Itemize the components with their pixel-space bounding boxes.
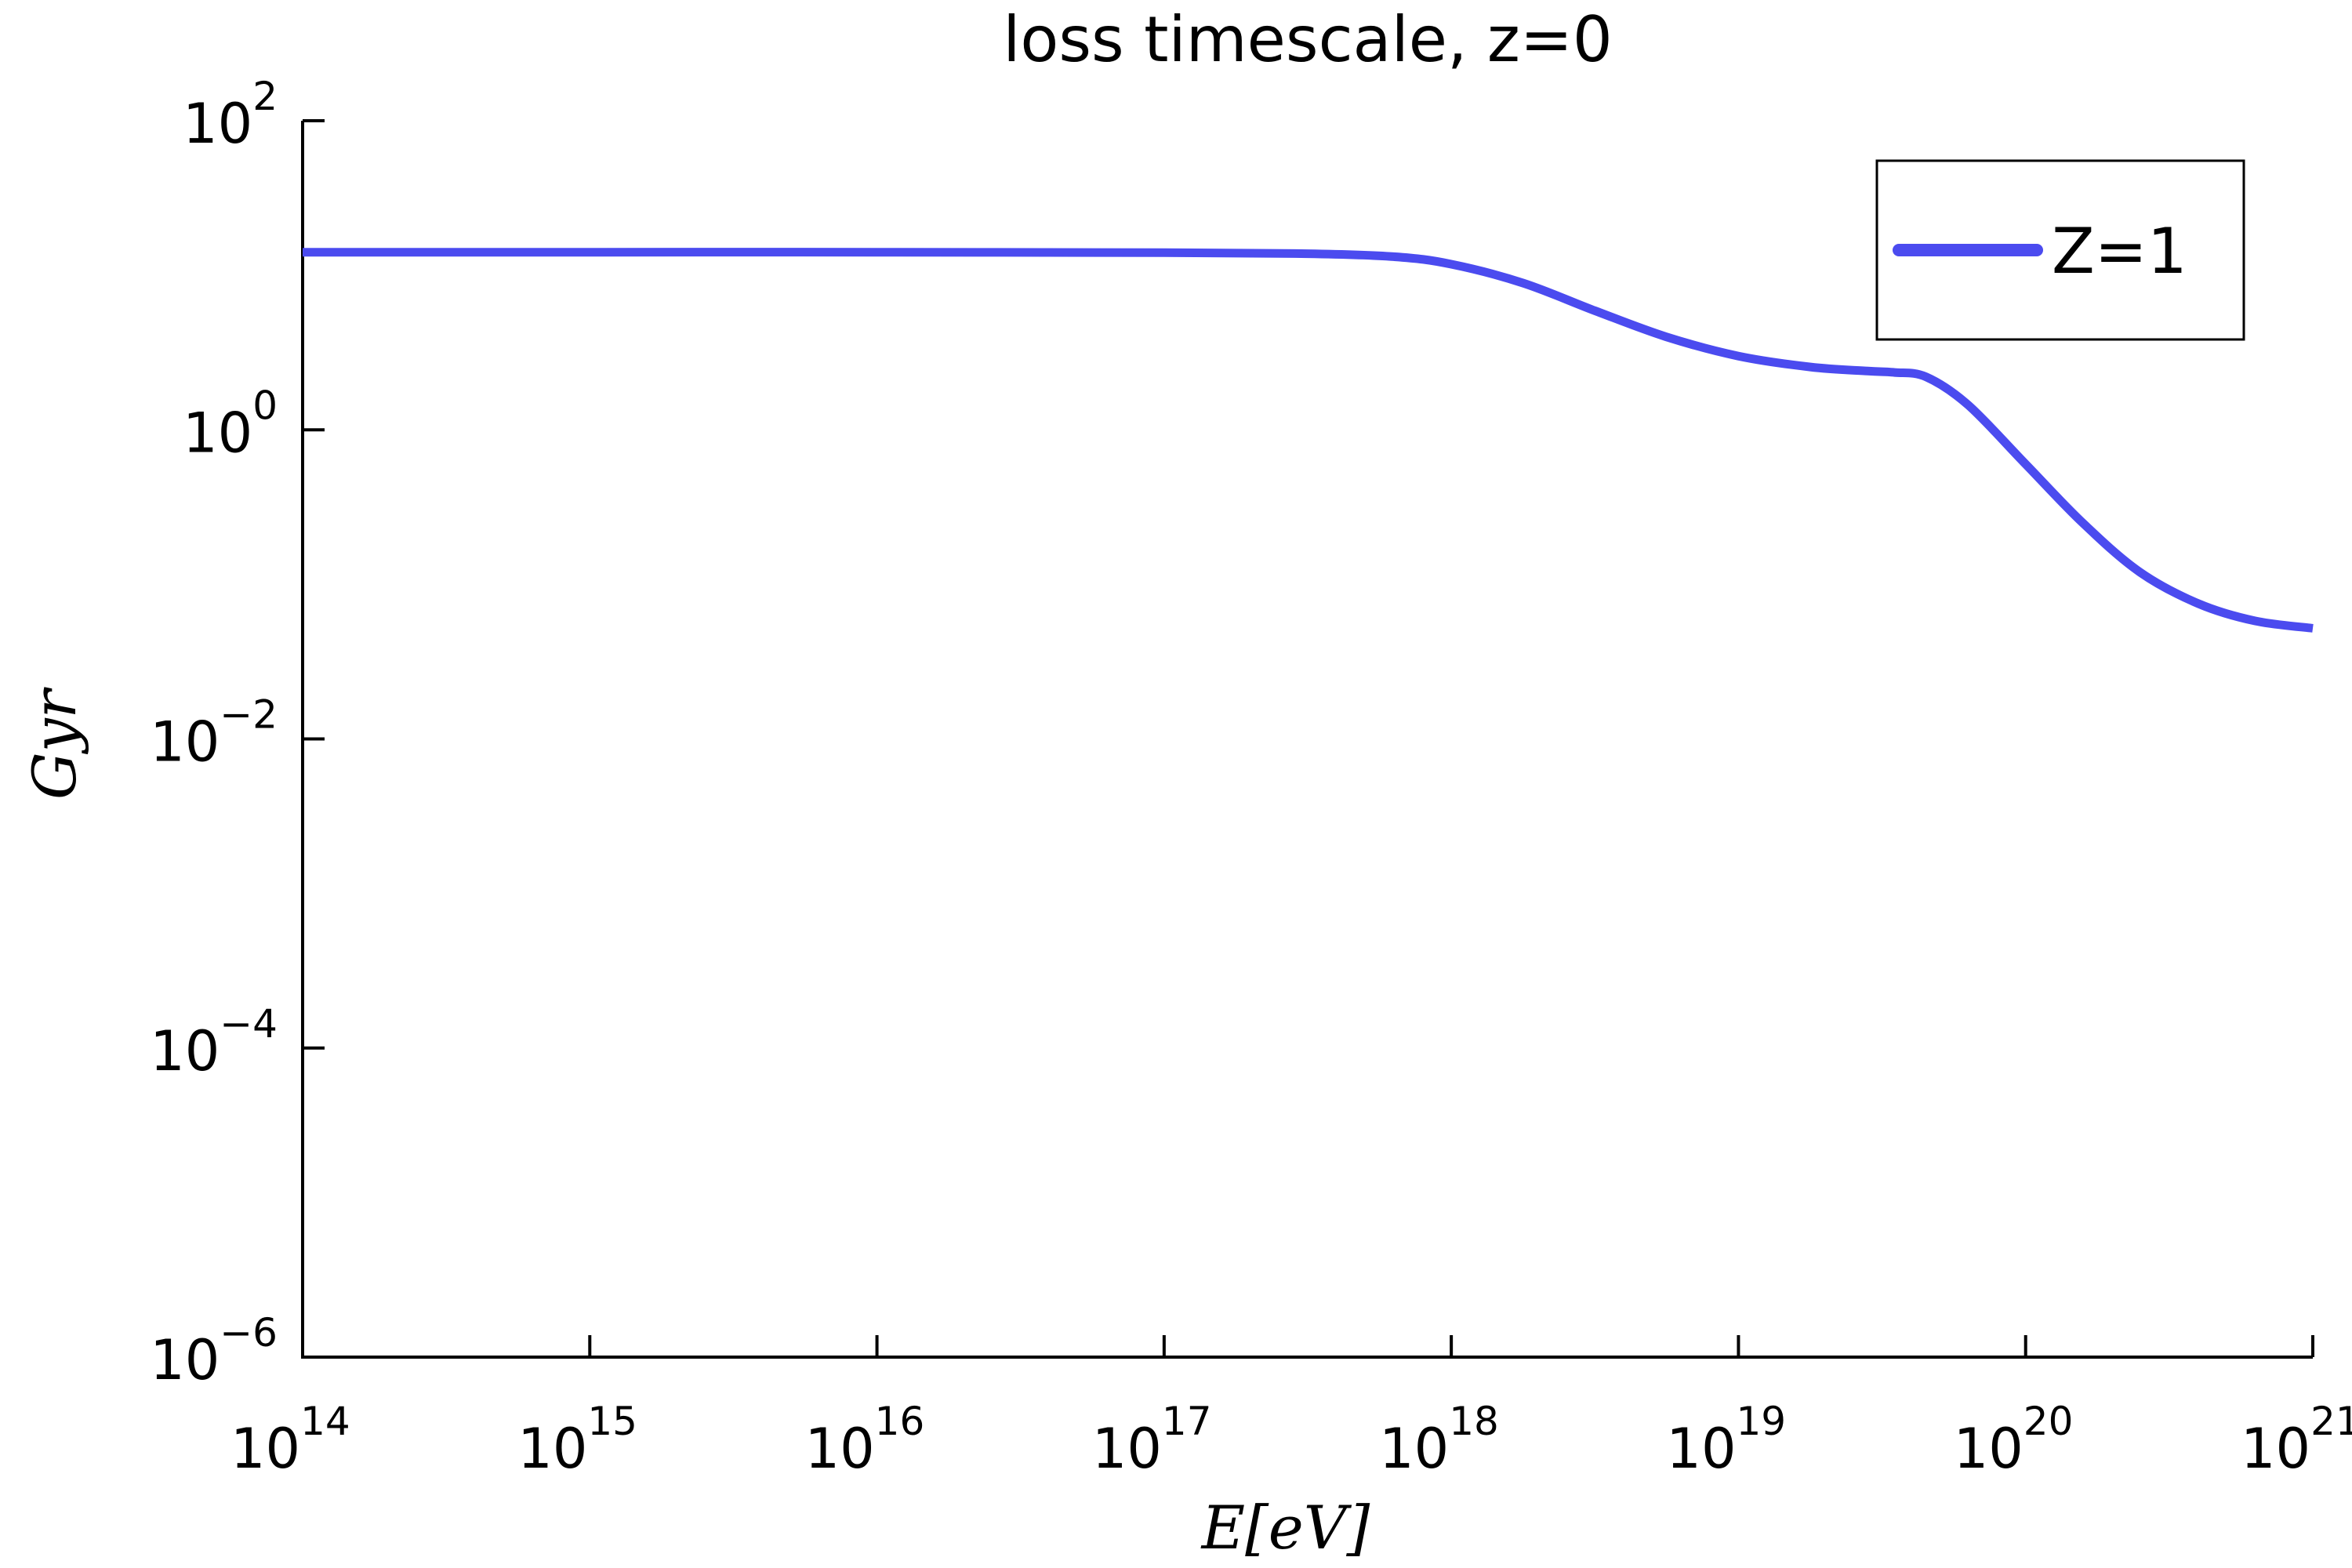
x-axis-label: E[eV] xyxy=(1200,1493,1370,1563)
y-tick-label: 100 xyxy=(183,383,278,465)
series-layer xyxy=(303,248,2314,633)
x-tick-label: 1021 xyxy=(2241,1399,2352,1481)
y-tick-label: 10−2 xyxy=(150,692,278,775)
x-tick-label: 1015 xyxy=(517,1399,637,1481)
x-tick-label: 1018 xyxy=(1379,1399,1499,1481)
y-tick-label: 10−4 xyxy=(150,1001,278,1083)
x-tick-label: 1016 xyxy=(805,1399,925,1481)
x-tick-label: 1019 xyxy=(1666,1399,1786,1481)
y-tick-label: 102 xyxy=(183,74,278,156)
x-tick-label: 1014 xyxy=(230,1399,350,1481)
y-ticks: 102 100 10−2 10−4 10−6 xyxy=(150,74,325,1392)
legend-label: Z=1 xyxy=(2052,215,2187,288)
y-tick-label: 10−6 xyxy=(150,1310,278,1392)
series-line xyxy=(303,248,2314,633)
y-axis-label: Gyr xyxy=(20,686,89,800)
x-tick-label: 1017 xyxy=(1092,1399,1212,1481)
legend: Z=1 xyxy=(1875,159,2245,341)
x-ticks: 1014 1015 1016 1017 1018 1019 1020 1021 xyxy=(230,1335,2352,1481)
x-tick-label: 1020 xyxy=(1954,1399,2074,1481)
chart-title: loss timescale, z=0 xyxy=(1003,3,1613,76)
